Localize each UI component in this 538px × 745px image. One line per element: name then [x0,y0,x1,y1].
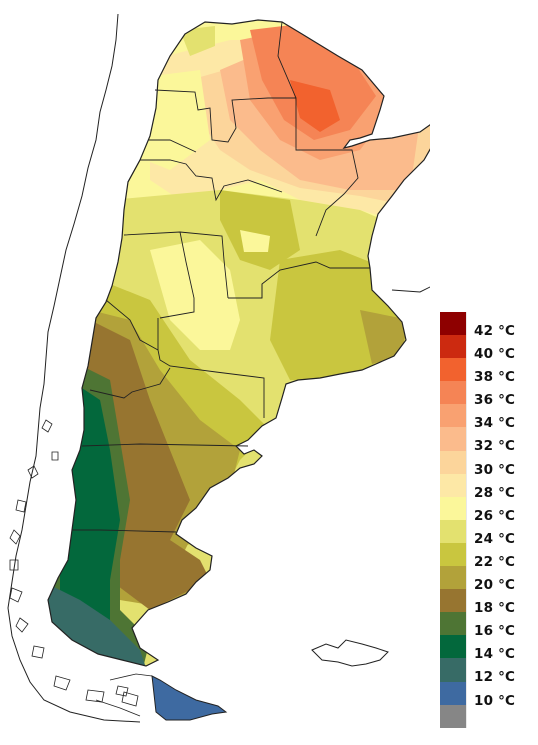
legend-label: 38 °C [474,369,516,386]
legend-swatch [440,519,467,543]
legend-label: 22 °C [474,553,516,570]
legend-swatch [440,312,467,336]
legend-label: 18 °C [474,600,516,617]
legend-label: 30 °C [474,461,516,478]
legend-swatch [440,473,467,497]
legend-swatch [440,450,467,474]
legend-row: 12 °C [440,658,536,685]
legend-swatch [440,612,467,636]
legend-row: 24 °C [440,519,536,547]
legend-swatch [440,496,467,520]
legend-row: 42 °C [440,312,536,339]
temperature-map [7,13,430,723]
legend-swatch [440,404,467,428]
legend-swatch [440,358,467,382]
legend-label: 36 °C [474,392,516,409]
legend-swatch [440,589,467,613]
chile-coastline [7,13,141,723]
legend-label: 12 °C [474,669,516,686]
legend-swatch [440,681,467,705]
legend-swatch [440,635,467,659]
legend-row: 10 °C [440,681,536,709]
argentina-map [7,13,430,723]
legend-row: 34 °C [440,404,536,431]
legend-swatch [440,427,467,451]
tierra-del-fuego [151,675,228,721]
legend-row: 28 °C [440,473,536,501]
legend-swatch [440,335,467,359]
legend-row [440,704,536,728]
legend-label: 20 °C [474,577,516,594]
legend-swatch [440,542,467,567]
legend-label: 40 °C [474,346,516,363]
legend-row: 26 °C [440,496,536,524]
province-borders [72,21,370,533]
legend-row: 18 °C [440,589,536,616]
legend-swatch [440,381,467,405]
legend-row: 36 °C [440,381,536,408]
legend-row: 40 °C [440,335,536,362]
legend-row: 14 °C [440,635,536,662]
legend-row: 38 °C [440,358,536,385]
legend-label: 42 °C [474,323,516,339]
legend-label: 26 °C [474,507,516,524]
temperature-legend: 42 °C 40 °C 38 °C 36 °C 34 °C 32 °C 30 °C 28 °C… [440,312,536,728]
legend-label: 32 °C [474,438,516,455]
legend-swatch [440,704,467,728]
legend-label: 24 °C [474,530,516,547]
legend-row: 20 °C [440,566,536,593]
legend-swatch [440,566,467,590]
uruguay-coast [391,286,430,293]
legend-label: 16 °C [474,623,516,640]
legend-label: 14 °C [474,646,516,663]
legend-swatch [440,658,467,682]
legend-row: 16 °C [440,612,536,639]
legend-row: 22 °C [440,542,536,570]
legend-label: 28 °C [474,484,516,501]
legend-label: 34 °C [474,415,516,432]
argentina-outline [47,19,430,667]
legend-label: 10 °C [474,692,516,709]
legend-row: 30 °C [440,450,536,478]
tdf-chile-side [95,673,153,717]
legend-row: 32 °C [440,427,536,454]
malvinas-islands [311,639,389,667]
